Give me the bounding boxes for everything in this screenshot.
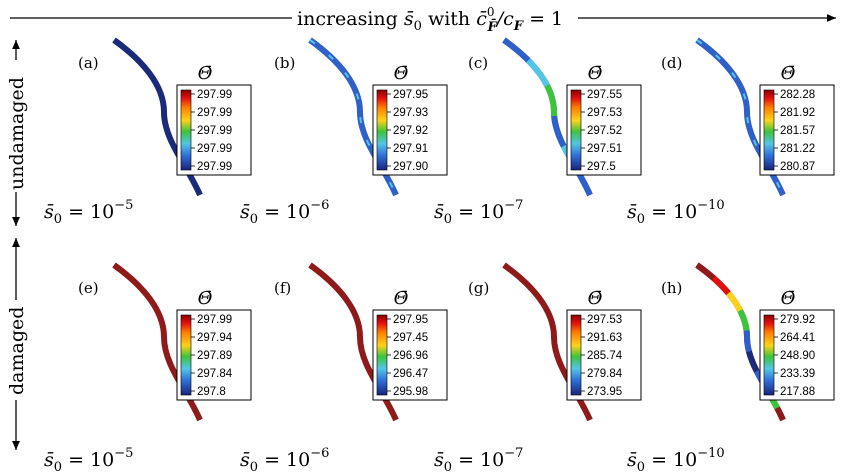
panel-tag: (c) [468, 54, 488, 72]
legend-title: Θ̄ [781, 288, 796, 309]
colorbar [376, 314, 388, 396]
legend-value: 297.99 [197, 125, 232, 137]
legend-value: 297.51 [587, 143, 622, 155]
panel-b: (b) Θ̄ 297.95 297.93 297.92 297.91 297.90 s̄0 =… [240, 37, 448, 227]
legend-value: 297.99 [197, 314, 232, 326]
temperature-strip-segment [502, 37, 593, 197]
legend-value: 297.99 [197, 89, 232, 101]
panel-s0-label: s̄0 = 10−10 [627, 446, 725, 473]
temperature-strip-segment [695, 262, 786, 422]
legend-value: 281.57 [780, 125, 815, 137]
panel-tag: (d) [661, 54, 682, 72]
legend-value: 296.96 [393, 350, 428, 362]
panel-tag: (e) [78, 279, 99, 297]
panel-s0-label: s̄0 = 10−6 [240, 198, 329, 227]
legend-value: 297.94 [197, 332, 233, 344]
legend-value: 281.22 [780, 143, 815, 155]
panel-h: (h) Θ̄ 279.92 264.41 248.90 233.39 217.88 s̄0 =… [627, 262, 835, 473]
legend-value: 291.63 [587, 332, 622, 344]
legend-value: 296.47 [393, 368, 428, 380]
legend-title: Θ̄ [198, 63, 213, 84]
panel-tag: (h) [661, 279, 682, 297]
panel-e: (e) Θ̄ 297.99 297.94 297.89 297.84 297.8 s̄0 = … [44, 262, 252, 473]
legend-value: 297.92 [393, 125, 428, 137]
legend-value: 273.95 [587, 386, 622, 398]
legend-value: 297.52 [587, 125, 622, 137]
colorbar [570, 89, 582, 171]
temperature-strip-segment [502, 37, 593, 197]
legend-value: 297.99 [197, 161, 232, 173]
legend-value: 217.88 [780, 386, 815, 398]
legend-value: 279.92 [780, 314, 815, 326]
svg-text:undamaged: undamaged [6, 77, 28, 190]
legend-title: Θ̄ [588, 288, 603, 309]
panel-s0-label: s̄0 = 10−7 [434, 446, 523, 473]
panel-d: (d) Θ̄ 282.28 281.92 281.57 281.22 280.87 s̄0 =… [627, 37, 835, 227]
header-text: increasing s̄0 with c̄0 F̄/cF = 1 [297, 5, 563, 35]
colorbar [570, 314, 582, 396]
legend-value: 297.95 [393, 89, 428, 101]
legend-value: 297.55 [587, 89, 622, 101]
legend-title: Θ̄ [781, 63, 796, 84]
panel-c: (c) Θ̄ 297.55 297.53 297.52 297.51 297.5 s̄0 = … [434, 37, 642, 227]
panel-tag: (a) [78, 54, 99, 72]
row-label-undamaged: undamaged [6, 40, 28, 226]
colorbar [763, 89, 775, 171]
legend-title: Θ̄ [394, 63, 409, 84]
legend-value: 297.45 [393, 332, 428, 344]
colorbar [763, 314, 775, 396]
legend-value: 295.98 [393, 386, 428, 398]
legend-value: 297.95 [393, 314, 428, 326]
legend-title: Θ̄ [588, 63, 603, 84]
colorbar [180, 89, 192, 171]
legend-value: 280.87 [780, 161, 815, 173]
panel-g: (g) Θ̄ 297.53 291.63 285.74 279.84 273.95 s̄0 =… [434, 262, 642, 473]
legend-value: 297.8 [197, 386, 226, 398]
legend-value: 282.28 [780, 89, 815, 101]
legend-value: 297.90 [393, 161, 428, 173]
legend-value: 297.84 [197, 368, 233, 380]
legend-value: 297.93 [393, 107, 428, 119]
temperature-strip-segment [695, 262, 786, 422]
panels: (a) Θ̄ 297.99 297.99 297.99 297.99 297.99 s̄0 =… [44, 37, 835, 473]
legend-value: 297.5 [587, 161, 616, 173]
legend-value: 264.41 [780, 332, 815, 344]
legend-value: 297.99 [197, 143, 232, 155]
legend-value: 285.74 [587, 350, 623, 362]
legend-value: 233.39 [780, 368, 815, 380]
legend-value: 297.53 [587, 314, 622, 326]
legend-value: 297.99 [197, 107, 232, 119]
legend-value: 279.84 [587, 368, 623, 380]
panel-s0-label: s̄0 = 10−5 [44, 198, 133, 227]
panel-s0-label: s̄0 = 10−5 [44, 446, 133, 473]
panel-tag: (f) [274, 279, 291, 297]
legend-title: Θ̄ [394, 288, 409, 309]
panel-tag: (g) [468, 279, 489, 297]
legend-value: 281.92 [780, 107, 815, 119]
legend-value: 297.91 [393, 143, 428, 155]
svg-text:damaged: damaged [6, 307, 28, 395]
row-label-damaged: damaged [6, 238, 28, 450]
colorbar [376, 89, 388, 171]
colorbar [180, 314, 192, 396]
panel-a: (a) Θ̄ 297.99 297.99 297.99 297.99 297.99 s̄0 =… [44, 37, 252, 227]
legend-title: Θ̄ [198, 288, 213, 309]
panel-s0-label: s̄0 = 10−10 [627, 198, 725, 227]
panel-tag: (b) [274, 54, 295, 72]
legend-value: 297.89 [197, 350, 232, 362]
panel-s0-label: s̄0 = 10−6 [240, 446, 329, 473]
legend-value: 248.90 [780, 350, 815, 362]
legend-value: 297.53 [587, 107, 622, 119]
panel-f: (f) Θ̄ 297.95 297.45 296.96 296.47 295.98 s̄0 =… [240, 262, 448, 473]
panel-s0-label: s̄0 = 10−7 [434, 198, 523, 227]
